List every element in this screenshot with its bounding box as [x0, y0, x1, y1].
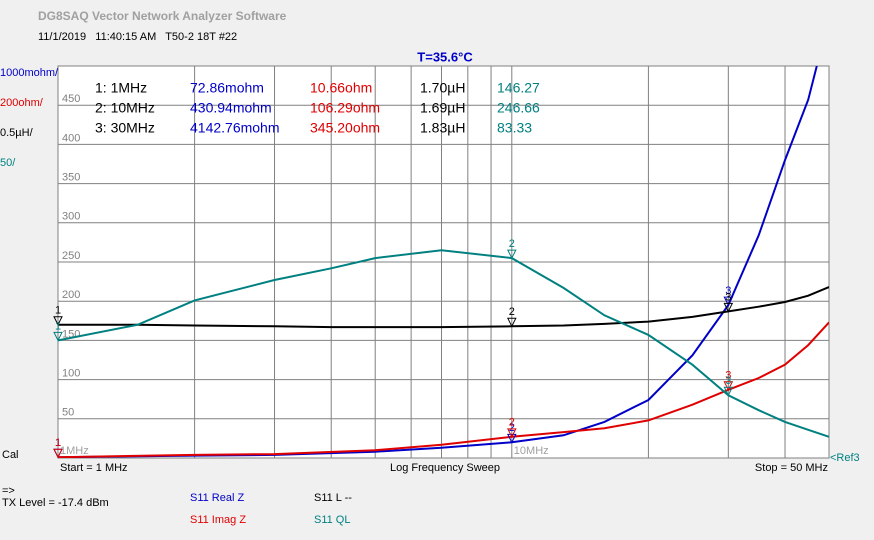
- ref-label: <Ref3: [830, 452, 860, 464]
- marker-label: 1: [55, 320, 61, 332]
- legend-entry: S11 Imag Z: [190, 514, 246, 526]
- marker-label: 1: [55, 437, 61, 449]
- y-tick-label: 200: [62, 289, 80, 301]
- info-line: 11/1/2019 11:40:15 AM T50-2 18T #22: [38, 31, 237, 43]
- tx-level: TX Level = -17.4 dBm: [2, 497, 109, 509]
- marker-triangle: [723, 302, 734, 313]
- marker-triangle: [506, 433, 517, 444]
- marker-triangle: [723, 296, 734, 307]
- x-tick-label: 1MHz: [60, 445, 89, 457]
- marker-value: 2: 10MHz: [95, 100, 155, 116]
- marker-label: 3: [725, 375, 731, 387]
- temperature: T=35.6°C: [417, 49, 473, 64]
- trace: [58, 286, 829, 329]
- marker-value: 146.27: [497, 80, 540, 96]
- marker-triangle: [53, 331, 63, 342]
- marker-value: 246.66: [497, 100, 540, 116]
- scale-label: 1000mohm/: [0, 67, 59, 79]
- cal-label: Cal: [2, 449, 19, 461]
- marker-value: 1.70µH: [420, 80, 465, 96]
- marker-triangle: [53, 448, 63, 459]
- arrow-label: =>: [2, 485, 15, 497]
- marker-label: 2: [509, 238, 515, 250]
- marker-label: 1: [55, 305, 61, 317]
- marker-triangle: [506, 317, 517, 328]
- marker-label: 3: [725, 285, 731, 297]
- marker-label: 2: [509, 422, 515, 434]
- legend-entry: S11 Real Z: [190, 492, 244, 504]
- legend-entry: S11 L --: [314, 492, 352, 504]
- y-tick-label: 400: [62, 132, 80, 144]
- marker-value: 3: 30MHz: [95, 120, 155, 136]
- y-tick-label: 50: [62, 407, 74, 419]
- marker-label: 2: [509, 417, 515, 429]
- y-tick-label: 350: [62, 172, 80, 184]
- marker-value: 1.83µH: [420, 120, 465, 136]
- marker-value: 10.66ohm: [310, 80, 372, 96]
- y-tick-label: 300: [62, 211, 80, 223]
- scale-label: 50/: [0, 157, 16, 169]
- start-label: Start = 1 MHz: [60, 462, 128, 474]
- trace: [58, 66, 818, 458]
- x-tick-label: 10MHz: [514, 445, 549, 457]
- marker-triangle: [53, 316, 63, 326]
- marker-value: 4142.76mohm: [190, 120, 280, 136]
- marker-value: 1.69µH: [420, 100, 465, 116]
- y-tick-label: 100: [62, 368, 80, 380]
- marker-label: 3: [725, 291, 731, 303]
- marker-triangle: [506, 428, 517, 438]
- marker-value: 106.29ohm: [310, 100, 380, 116]
- marker-triangle: [723, 381, 734, 391]
- sweep-label: Log Frequency Sweep: [390, 462, 500, 474]
- scale-label: 0.5µH/: [0, 127, 34, 139]
- trace: [58, 321, 829, 458]
- marker-triangle: [723, 386, 734, 397]
- trace: [58, 249, 829, 438]
- app-title: DG8SAQ Vector Network Analyzer Software: [38, 9, 287, 23]
- scale-label: 200ohm/: [0, 97, 44, 109]
- marker-label: 2: [509, 306, 515, 318]
- y-tick-label: 450: [62, 93, 80, 105]
- y-tick-label: 250: [62, 250, 80, 262]
- marker-value: 345.20ohm: [310, 120, 380, 136]
- stop-label: Stop = 50 MHz: [755, 462, 828, 474]
- marker-label: 1: [55, 437, 61, 449]
- marker-triangle: [506, 249, 517, 260]
- marker-label: 3: [725, 370, 731, 382]
- marker-value: 83.33: [497, 120, 532, 136]
- marker-value: 1: 1MHz: [95, 80, 147, 96]
- marker-value: 430.94mohm: [190, 100, 272, 116]
- marker-value: 72.86mohm: [190, 80, 264, 96]
- legend-entry: S11 QL: [314, 514, 351, 526]
